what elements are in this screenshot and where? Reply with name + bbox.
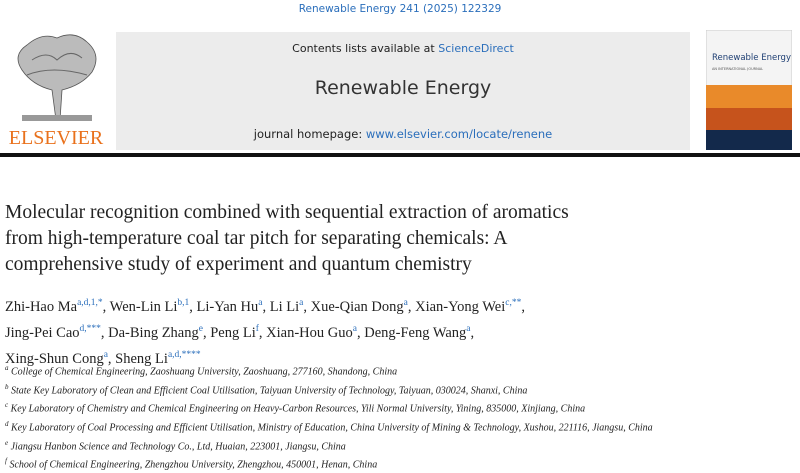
cover-subtitle: AN INTERNATIONAL JOURNAL [712, 67, 763, 71]
homepage-prefix: journal homepage: [253, 127, 363, 141]
author-name: Xian-Hou Guo [266, 324, 353, 341]
affiliation: c Key Laboratory of Chemistry and Chemic… [5, 398, 653, 417]
author-name: Wen-Lin Li [109, 298, 178, 315]
affiliation-sup: b [5, 382, 9, 391]
homepage-link[interactable]: www.elsevier.com/locate/renene [365, 127, 553, 141]
author-name: Jing-Pei Cao [5, 324, 80, 341]
author-name: Xue-Qian Dong [310, 298, 404, 315]
affiliation-list: a College of Chemical Engineering, Zaosh… [5, 361, 653, 473]
author-sup: a,d,**** [167, 349, 201, 360]
logo-tree [17, 34, 97, 121]
author-separator: , [189, 298, 193, 315]
sciencedirect-link[interactable]: ScienceDirect [438, 42, 514, 55]
author-separator: , [470, 324, 475, 341]
title-line: Molecular recognition combined with sequ… [5, 202, 569, 223]
author-separator: , [262, 298, 267, 315]
contents-prefix: Contents lists available at [292, 42, 435, 55]
author-name: Li-Yan Hu [196, 298, 259, 315]
author-separator: , [303, 298, 307, 315]
contents-line: Contents lists available at ScienceDirec… [116, 42, 690, 55]
cover-title: Renewable Energy [712, 53, 791, 63]
publisher-name: ELSEVIER [9, 127, 104, 149]
author-separator: , [356, 324, 361, 341]
author-sup: f [255, 323, 259, 334]
journal-reference[interactable]: Renewable Energy 241 (2025) 122329 [298, 3, 502, 15]
affiliation: e Jiangsu Hanbon Science and Technology … [5, 436, 653, 455]
author-line: Xing-Shun Conga, Sheng Lia,d,**** [5, 344, 525, 370]
affiliation: b State Key Laboratory of Clean and Effi… [5, 380, 653, 399]
author-line: Jing-Pei Caod,***, Da-Bing Zhange, Peng … [5, 318, 525, 344]
author-sup: a [299, 298, 304, 308]
affiliation-text: State Key Laboratory of Clean and Effici… [11, 384, 528, 396]
author-sup: a [103, 349, 108, 360]
journal-header: Contents lists available at ScienceDirec… [116, 32, 690, 150]
affiliation-text: Key Laboratory of Coal Processing and Ef… [11, 422, 653, 434]
author-sup: a [352, 323, 357, 334]
author-separator: , [521, 298, 525, 315]
title-line: from high-temperature coal tar pitch for… [5, 228, 508, 249]
author-sup: d,*** [79, 323, 101, 334]
affiliation-sup: c [5, 401, 9, 410]
author-separator: , [100, 324, 105, 341]
cover-image-band [706, 108, 792, 130]
affiliation: f School of Chemical Engineering, Zhengz… [5, 454, 653, 473]
logo-branches [26, 53, 88, 76]
affiliation-sup: d [5, 419, 9, 428]
affiliation: a College of Chemical Engineering, Zaosh… [5, 361, 653, 380]
title-line: comprehensive study of experiment and qu… [5, 254, 472, 275]
author-sup: c,** [505, 298, 522, 308]
author-name: Li Li [269, 298, 300, 315]
affiliation-sup: f [5, 457, 7, 466]
affiliation-sup: e [5, 438, 9, 447]
header-rule [0, 153, 800, 157]
author-sup: b,1 [177, 298, 190, 308]
affiliation-text: School of Chemical Engineering, Zhengzho… [9, 459, 378, 471]
author-separator: , [102, 298, 107, 315]
author-name: Xian-Yong Wei [415, 298, 506, 315]
author-name: Xing-Shun Cong [5, 350, 104, 367]
publisher-logo: ELSEVIER [2, 30, 110, 149]
author-name: Da-Bing Zhang [108, 324, 199, 341]
homepage-line: journal homepage: www.elsevier.com/locat… [116, 127, 690, 141]
author-separator: , [258, 324, 263, 341]
author-sup: a [403, 298, 408, 308]
article-title: Molecular recognition combined with sequ… [5, 200, 569, 278]
author-name: Peng Li [210, 324, 256, 341]
author-sup: a,d,1,* [77, 298, 103, 308]
author-separator: , [107, 350, 112, 367]
affiliation-sup: a [5, 364, 9, 372]
affiliation-text: College of Chemical Engineering, Zaoshua… [11, 366, 398, 378]
author-list: Zhi-Hao Maa,d,1,*, Wen-Lin Lib,1, Li-Yan… [5, 292, 525, 369]
author-name: Sheng Li [115, 350, 168, 367]
author-sup: a [466, 323, 471, 334]
affiliation-text: Key Laboratory of Chemistry and Chemical… [10, 403, 586, 415]
author-sup: a [258, 298, 263, 308]
affiliation: d Key Laboratory of Coal Processing and … [5, 417, 653, 436]
affiliation-text: Jiangsu Hanbon Science and Technology Co… [10, 440, 346, 452]
journal-name: Renewable Energy [314, 77, 492, 99]
author-separator: , [407, 298, 412, 315]
page: Renewable Energy 241 (2025) 122329 ELSEV… [0, 3, 800, 471]
author-separator: , [202, 324, 207, 341]
author-name: Zhi-Hao Ma [5, 298, 78, 315]
journal-cover[interactable]: Renewable Energy AN INTERNATIONAL JOURNA… [706, 30, 792, 150]
cover-footer [706, 130, 792, 150]
author-line: Zhi-Hao Maa,d,1,*, Wen-Lin Lib,1, Li-Yan… [5, 292, 525, 318]
logo-ground [22, 115, 92, 121]
author-sup: e [198, 323, 203, 334]
author-name: Deng-Feng Wang [364, 324, 467, 341]
